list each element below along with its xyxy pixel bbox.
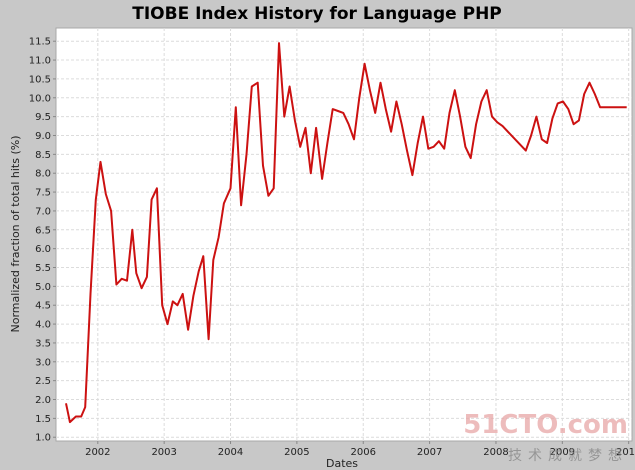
y-tick-label: 8.0 — [35, 169, 51, 180]
y-tick-label: 2.0 — [35, 395, 51, 406]
y-tick-label: 1.0 — [35, 433, 51, 444]
watermark-logo: 51CTO.com — [463, 410, 628, 440]
x-tick-label: 2009 — [550, 447, 575, 458]
y-tick-label: 7.5 — [35, 188, 51, 199]
y-tick-label: 8.5 — [35, 150, 51, 161]
y-tick-label: 9.5 — [35, 112, 51, 123]
plot-area — [55, 27, 633, 442]
x-tick-label: 2008 — [483, 447, 508, 458]
x-tick-label: 2010 — [616, 447, 635, 458]
y-tick-label: 10.5 — [29, 74, 51, 85]
y-tick-label: 5.5 — [35, 263, 51, 274]
y-axis: 1.0 1.5 2.0 2.5 3.0 3.5 4.0 4.5 5.0 5.5 6.0 6.5 7.0 7… — [29, 37, 56, 444]
y-tick-label: 4.5 — [35, 301, 51, 312]
x-axis: 2002 2003 2004 2005 2006 2007 2008 2009 2010 — [85, 441, 635, 458]
y-tick-label: 3.5 — [35, 338, 51, 349]
x-axis-label: Dates — [326, 457, 358, 470]
y-axis-label: Normalized fraction of total hits (%) — [9, 136, 22, 333]
y-tick-label: 3.0 — [35, 357, 51, 368]
x-tick-label: 2002 — [85, 447, 110, 458]
y-tick-label: 11.5 — [29, 37, 51, 48]
watermark-slogan: 技术成就梦想 — [508, 448, 628, 464]
x-tick-label: 2007 — [417, 447, 442, 458]
y-tick-label: 2.5 — [35, 376, 51, 387]
y-tick-label: 5.0 — [35, 282, 51, 293]
y-tick-label: 10.0 — [29, 93, 51, 104]
x-tick-label: 2004 — [218, 447, 243, 458]
y-tick-label: 6.5 — [35, 225, 51, 236]
chart-title: TIOBE Index History for Language PHP — [132, 4, 502, 24]
y-tick-label: 7.0 — [35, 206, 51, 217]
series-layer — [65, 42, 627, 424]
x-tick-label: 2006 — [351, 447, 376, 458]
y-tick-label: 6.0 — [35, 244, 51, 255]
y-tick-label: 4.0 — [35, 320, 51, 331]
y-tick-label: 11.0 — [29, 56, 51, 67]
x-tick-label: 2003 — [151, 447, 176, 458]
y-tick-label: 1.5 — [35, 414, 51, 425]
x-tick-label: 2005 — [284, 447, 309, 458]
series-line — [65, 42, 627, 424]
y-tick-label: 9.0 — [35, 131, 51, 142]
